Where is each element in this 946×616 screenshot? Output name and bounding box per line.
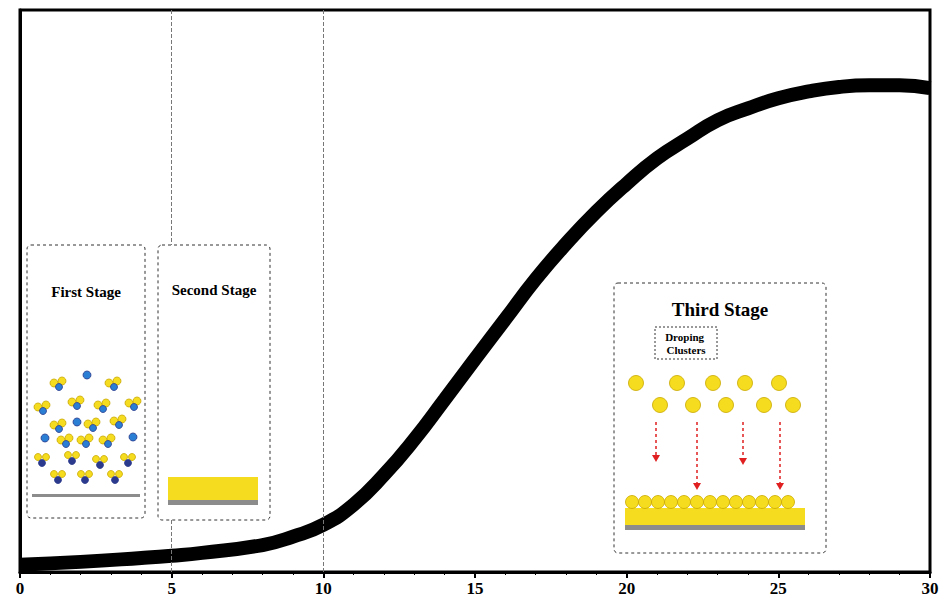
svg-text:30: 30 — [922, 579, 939, 598]
svg-text:Second Stage: Second Stage — [172, 282, 257, 298]
svg-text:15: 15 — [467, 579, 484, 598]
svg-text:25: 25 — [770, 579, 787, 598]
svg-text:5: 5 — [167, 579, 176, 598]
svg-text:0: 0 — [16, 579, 25, 598]
svg-text:First Stage: First Stage — [51, 284, 121, 300]
svg-text:10: 10 — [315, 579, 332, 598]
svg-text:Third Stage: Third Stage — [672, 299, 769, 320]
svg-text:20: 20 — [618, 579, 635, 598]
svg-text:Droping: Droping — [665, 331, 707, 343]
svg-text:Clusters: Clusters — [666, 344, 706, 356]
